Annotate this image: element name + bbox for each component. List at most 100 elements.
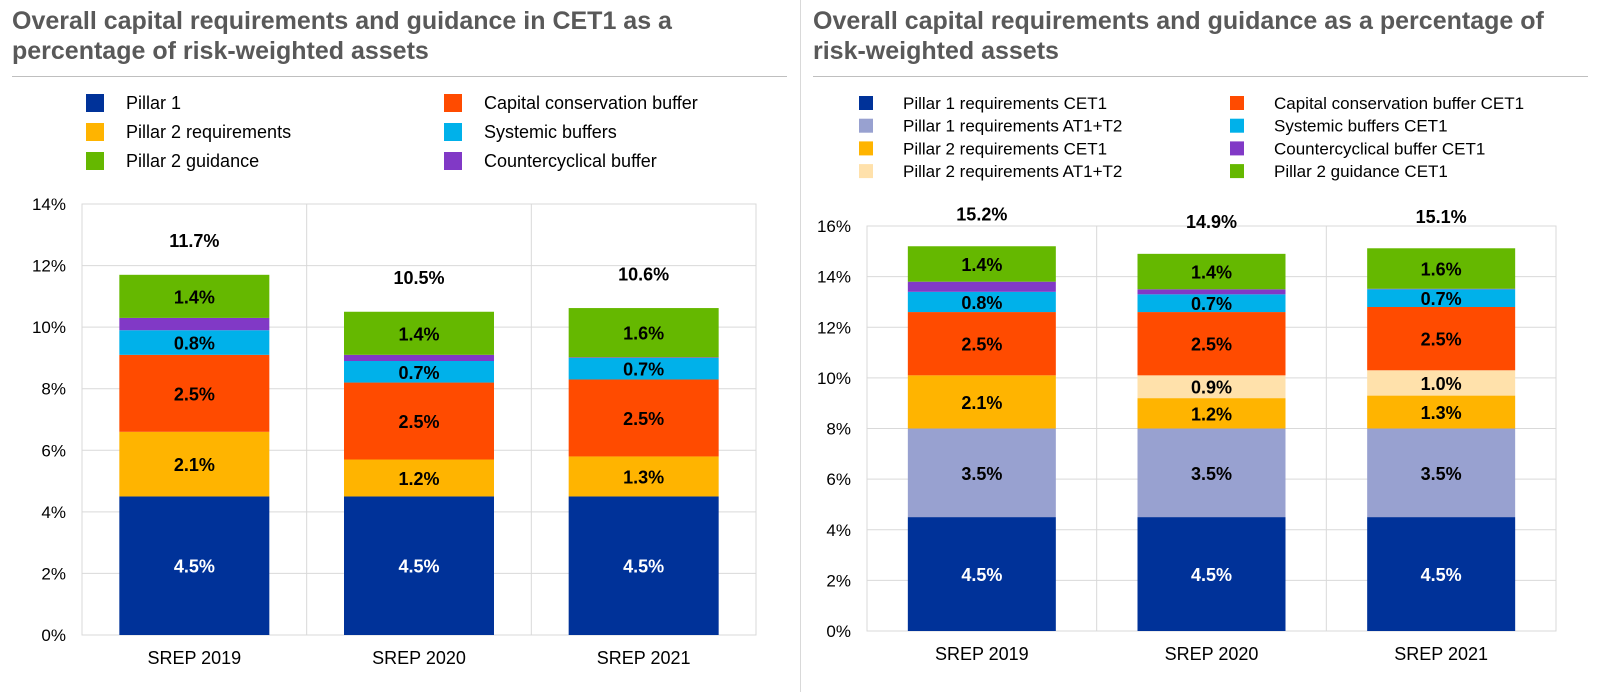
legend-label: Pillar 2 requirements: [126, 122, 291, 142]
total-label: 15.2%: [956, 204, 1007, 224]
bar-segment: [1137, 294, 1286, 313]
data-label: 3.5%: [1191, 464, 1232, 484]
total-label: 14.9%: [1186, 212, 1237, 232]
bar-segment: [119, 354, 270, 432]
data-label: 3.5%: [1421, 464, 1462, 484]
bar-segment: [119, 431, 270, 497]
y-tick-label: 4%: [41, 503, 66, 522]
data-label: 2.5%: [398, 412, 439, 432]
legend-label: Pillar 2 requirements AT1+T2: [903, 162, 1122, 181]
data-label: 4.5%: [1421, 565, 1462, 585]
legend-label: Pillar 1: [126, 93, 181, 113]
bar-segment: [344, 361, 494, 383]
y-tick-label: 14%: [32, 195, 66, 214]
bar-segment: [1367, 289, 1516, 307]
chart-title: Overall capital requirements and guidanc…: [12, 7, 672, 65]
y-tick-label: 0%: [826, 622, 851, 641]
legend-swatch: [444, 123, 462, 141]
bar-segment: [119, 496, 270, 635]
y-tick-label: 10%: [817, 369, 851, 388]
legend-label: Pillar 2 guidance: [126, 151, 259, 171]
data-label: 1.4%: [961, 255, 1002, 275]
bar-segment: [907, 428, 1056, 518]
bar-segment: [344, 311, 494, 355]
total-label: 15.1%: [1416, 207, 1467, 227]
legend-label: Countercyclical buffer: [484, 151, 657, 171]
bar-segment: [1367, 248, 1516, 289]
bar-segment: [907, 517, 1056, 631]
data-label: 2.1%: [174, 455, 215, 475]
total-label: 11.7%: [169, 231, 219, 251]
data-label: 4.5%: [961, 565, 1002, 585]
y-tick-label: 8%: [826, 420, 851, 439]
legend-label: Pillar 2 guidance CET1: [1274, 162, 1448, 181]
data-label: 2.5%: [623, 409, 664, 429]
legend-label: Pillar 2 requirements CET1: [903, 139, 1107, 158]
title-rule: [813, 76, 1588, 77]
bar-segment: [1367, 428, 1516, 518]
y-tick-label: 2%: [826, 571, 851, 590]
bar-segment: [907, 281, 1056, 292]
x-tick-label: SREP 2021: [1394, 644, 1488, 664]
y-tick-label: 12%: [32, 257, 66, 276]
bar-segment: [344, 382, 494, 460]
bar-segment: [1367, 307, 1516, 371]
data-label: 4.5%: [398, 557, 439, 577]
panel-divider: [800, 0, 801, 692]
chart-cet1: Pillar 1 Capital conservation buffer Pilla…: [32, 93, 757, 668]
bar-segment: [1367, 370, 1516, 396]
chart-title: Overall capital requirements and guidanc…: [813, 7, 1544, 65]
data-label: 1.0%: [1421, 374, 1462, 394]
y-tick-label: 16%: [817, 217, 851, 236]
legend-swatch: [859, 96, 873, 110]
x-tick-label: SREP 2020: [372, 648, 466, 668]
bar-segment: [1137, 517, 1286, 631]
bar-segment: [568, 308, 719, 358]
chart-panel-cet1: Overall capital requirements and guidanc…: [0, 0, 800, 692]
x-tick-label: SREP 2019: [935, 644, 1029, 664]
bar-segment: [907, 375, 1056, 429]
legend-swatch: [859, 164, 873, 179]
y-tick-label: 12%: [817, 318, 851, 337]
data-label: 1.3%: [623, 467, 664, 487]
bar-segment: [119, 274, 270, 318]
data-label: 0.7%: [398, 363, 439, 383]
legend-swatch: [444, 94, 462, 112]
data-label: 1.4%: [398, 324, 439, 344]
bar-segment: [344, 496, 494, 635]
bar-segment: [568, 379, 719, 457]
legend-swatch: [86, 152, 104, 170]
data-label: 0.7%: [623, 360, 664, 380]
bar-segment: [344, 459, 494, 497]
legend-swatch: [859, 118, 873, 133]
y-tick-label: 14%: [817, 268, 851, 287]
data-label: 2.5%: [174, 384, 215, 404]
data-label: 1.3%: [1421, 403, 1462, 423]
bar-segment: [568, 496, 719, 635]
bar-segment: [1137, 289, 1286, 295]
bar-segment: [1137, 312, 1286, 376]
bar-segment: [907, 291, 1056, 313]
legend-swatch: [1230, 164, 1244, 179]
chart-total: Pillar 1 requirements CET1 Capital conser…: [817, 94, 1557, 664]
data-label: 0.8%: [174, 334, 215, 354]
bar-segment: [568, 456, 719, 497]
data-label: 2.5%: [961, 335, 1002, 355]
legend-label: Systemic buffers: [484, 122, 617, 142]
bar-segment: [1137, 398, 1286, 429]
bar-segment: [119, 317, 270, 331]
x-tick-label: SREP 2019: [147, 648, 241, 668]
x-tick-label: SREP 2021: [597, 648, 691, 668]
bar-segment: [907, 312, 1056, 376]
total-label: 10.6%: [618, 265, 669, 285]
bar-segment: [907, 246, 1056, 282]
data-label: 4.5%: [623, 557, 664, 577]
y-tick-label: 10%: [32, 318, 66, 337]
data-label: 3.5%: [961, 464, 1002, 484]
data-label: 1.2%: [1191, 404, 1232, 424]
legend-swatch: [1230, 96, 1244, 110]
data-label: 1.6%: [1421, 260, 1462, 280]
legend-swatch: [1230, 118, 1244, 133]
y-tick-label: 6%: [41, 441, 66, 460]
legend-label: Systemic buffers CET1: [1274, 117, 1448, 136]
